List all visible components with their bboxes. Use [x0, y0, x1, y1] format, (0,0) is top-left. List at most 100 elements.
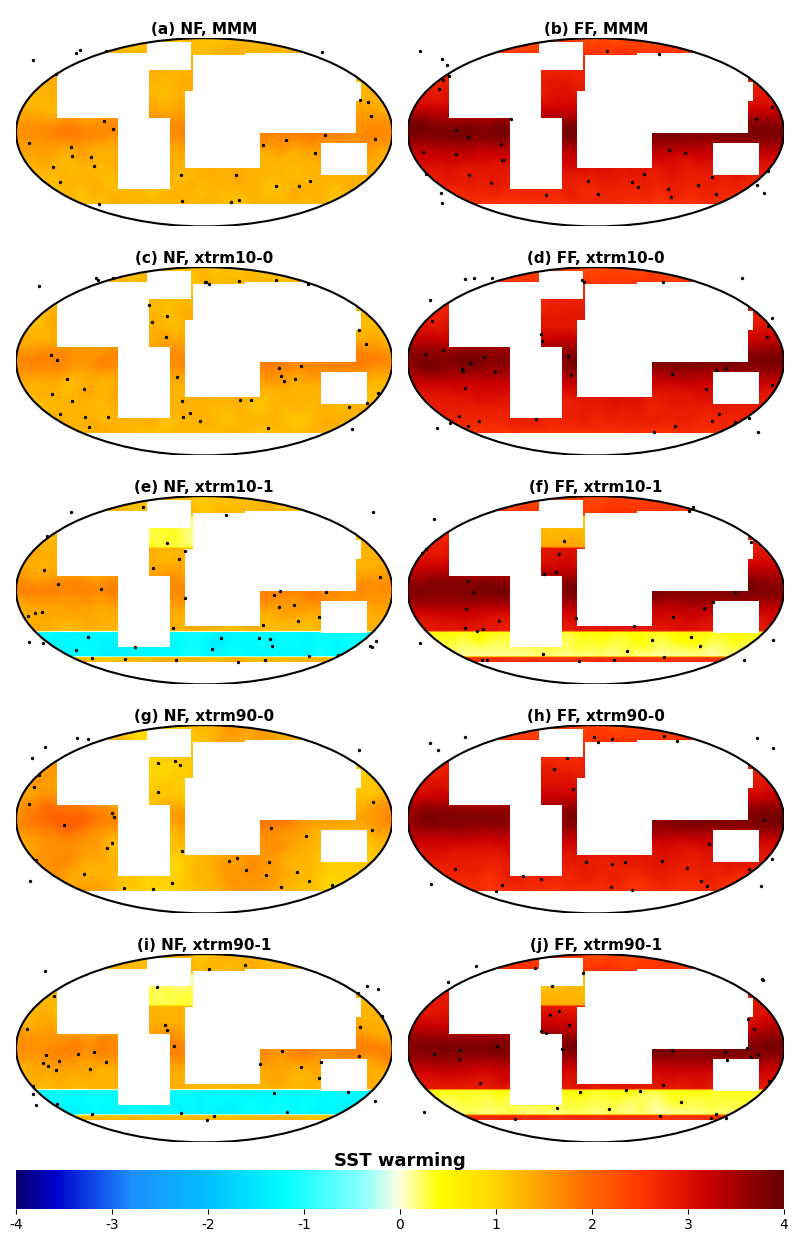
Point	[536, 331, 549, 351]
Point	[291, 611, 304, 631]
Point	[88, 1041, 101, 1061]
Point	[737, 650, 750, 670]
Point	[691, 175, 704, 195]
Point	[750, 175, 763, 195]
Point	[551, 1098, 564, 1118]
Point	[537, 645, 550, 665]
Point	[254, 1054, 267, 1074]
Point	[161, 534, 174, 554]
Point	[766, 630, 779, 650]
Point	[670, 731, 683, 752]
Point	[288, 594, 301, 614]
Point	[173, 549, 186, 569]
Point	[476, 650, 489, 670]
Point	[26, 748, 38, 768]
Title: (c) NF, xtrm10-0: (c) NF, xtrm10-0	[135, 251, 274, 266]
Point	[530, 409, 542, 429]
Point	[728, 412, 741, 432]
Title: (j) FF, xtrm90-1: (j) FF, xtrm90-1	[530, 938, 662, 953]
Point	[178, 541, 191, 562]
Point	[375, 1006, 388, 1026]
Point	[631, 176, 644, 196]
Point	[362, 92, 374, 112]
Point	[634, 1081, 646, 1102]
Point	[275, 878, 288, 898]
Point	[742, 859, 755, 879]
Point	[58, 815, 70, 835]
Point	[54, 171, 66, 191]
Point	[273, 597, 286, 617]
Point	[627, 616, 640, 636]
Point	[146, 879, 159, 899]
Title: (h) FF, xtrm90-0: (h) FF, xtrm90-0	[527, 709, 665, 724]
Point	[234, 390, 246, 410]
Point	[736, 268, 749, 288]
Point	[752, 1045, 765, 1065]
Point	[656, 1075, 669, 1095]
Point	[198, 272, 211, 292]
Point	[745, 1046, 758, 1066]
Point	[29, 603, 42, 623]
Point	[721, 1050, 734, 1070]
Point	[65, 137, 78, 157]
Point	[463, 353, 476, 373]
Point	[606, 729, 618, 749]
Point	[302, 273, 314, 293]
Point	[605, 878, 618, 898]
Point	[462, 570, 474, 590]
Point	[82, 729, 94, 749]
Point	[508, 1109, 521, 1129]
Point	[706, 412, 718, 432]
Point	[20, 1019, 33, 1039]
Point	[106, 120, 119, 140]
Point	[107, 807, 120, 827]
Point	[353, 1046, 366, 1066]
Point	[274, 365, 287, 385]
Point	[238, 956, 251, 976]
Point	[273, 358, 286, 378]
Point	[766, 307, 778, 327]
Point	[50, 1060, 62, 1080]
Point	[222, 851, 235, 871]
Point	[26, 1075, 39, 1095]
Point	[351, 983, 364, 1003]
Title: (e) NF, xtrm10-1: (e) NF, xtrm10-1	[134, 480, 274, 495]
Point	[99, 1053, 112, 1073]
Point	[718, 1042, 731, 1063]
Point	[685, 627, 698, 647]
Point	[70, 728, 83, 748]
Point	[26, 1084, 39, 1104]
Point	[462, 165, 475, 185]
Point	[450, 144, 462, 164]
Point	[300, 826, 313, 846]
Point	[574, 1083, 586, 1103]
Point	[432, 739, 445, 759]
Point	[41, 526, 54, 546]
Point	[262, 852, 275, 872]
Point	[424, 874, 437, 894]
Point	[364, 636, 377, 656]
Point	[119, 648, 132, 669]
Point	[435, 49, 448, 69]
Point	[450, 120, 462, 140]
Title: (g) NF, xtrm90-0: (g) NF, xtrm90-0	[134, 709, 274, 724]
Point	[70, 43, 82, 63]
Point	[369, 1092, 382, 1112]
Point	[662, 179, 674, 199]
Point	[106, 803, 118, 823]
Point	[492, 612, 505, 632]
Point	[490, 1036, 503, 1056]
Point	[578, 272, 590, 292]
Point	[346, 419, 358, 439]
Point	[36, 1053, 49, 1073]
Point	[454, 1040, 466, 1060]
Point	[61, 369, 74, 389]
Point	[496, 150, 509, 170]
Title: (i) NF, xtrm90-1: (i) NF, xtrm90-1	[137, 938, 271, 953]
Point	[292, 176, 305, 196]
Point	[370, 631, 383, 651]
Point	[703, 835, 716, 855]
Point	[419, 539, 432, 559]
Point	[46, 157, 59, 178]
Point	[561, 748, 574, 768]
